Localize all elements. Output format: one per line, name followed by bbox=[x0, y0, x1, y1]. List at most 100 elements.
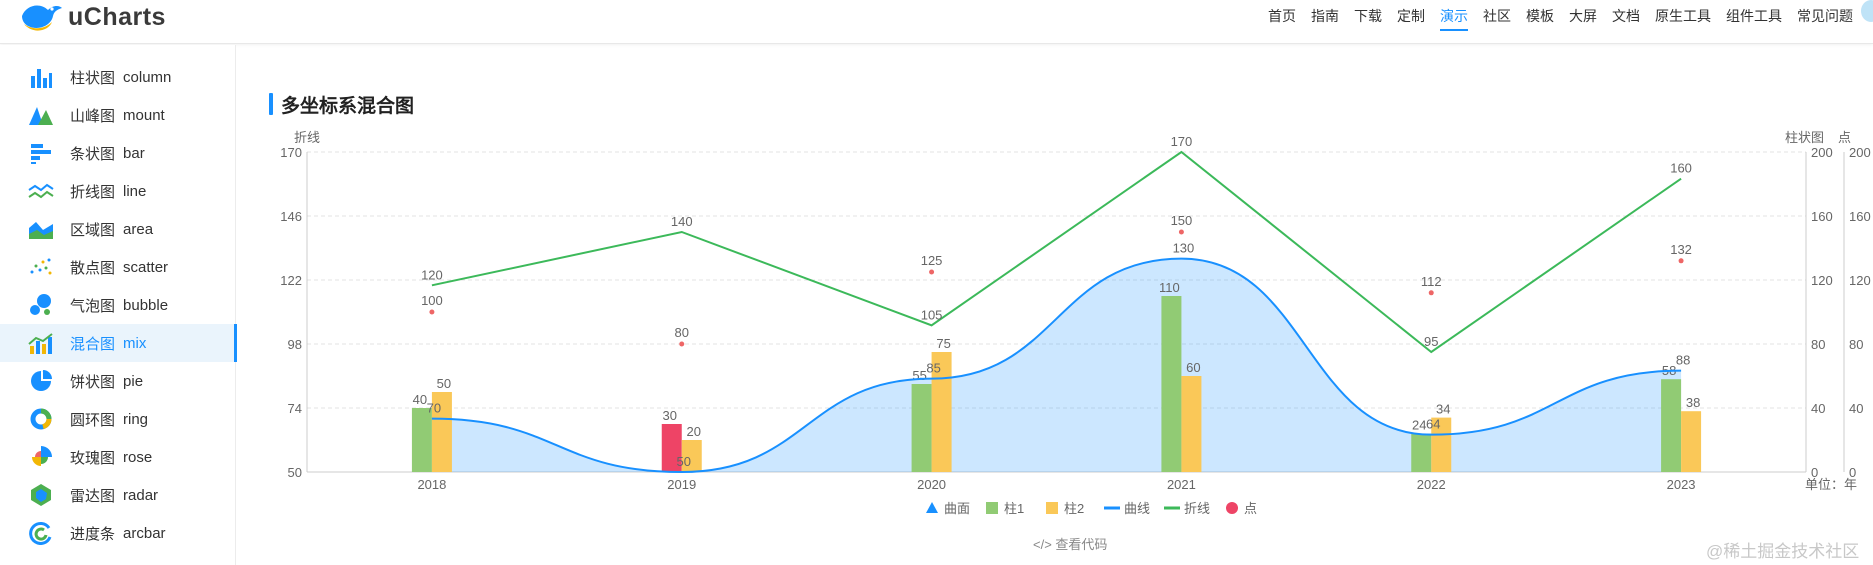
x-tick-label: 2018 bbox=[417, 477, 446, 492]
line-chart-icon bbox=[28, 178, 54, 204]
sidebar-item-label: 玫瑰图 bbox=[70, 449, 116, 467]
column2-bar bbox=[931, 352, 952, 472]
column2-bar bbox=[1181, 376, 1202, 472]
sidebar-item-area[interactable]: 区域图 area bbox=[0, 210, 236, 248]
nav-item-1[interactable]: 指南 bbox=[1311, 8, 1339, 24]
sidebar-item-radar[interactable]: 雷达图 radar bbox=[0, 476, 236, 514]
y-right1-tick-label: 80 bbox=[1811, 337, 1825, 352]
point-data-label: 112 bbox=[1421, 274, 1442, 289]
nav-item-9[interactable]: 原生工具 bbox=[1655, 8, 1711, 24]
sidebar-item-ring[interactable]: 圆环图 ring bbox=[0, 400, 236, 438]
y-right1-tick-label: 0 bbox=[1811, 465, 1818, 480]
legend-marker-square bbox=[1046, 502, 1058, 514]
app-name: uCharts bbox=[68, 2, 166, 31]
sidebar-item-sublabel: rose bbox=[123, 448, 153, 466]
column1-data-label: 110 bbox=[1159, 280, 1180, 295]
nav-item-11[interactable]: 常见问题 bbox=[1797, 8, 1853, 24]
curve-data-label: 88 bbox=[1676, 353, 1690, 368]
x-tick-label: 2022 bbox=[1417, 477, 1446, 492]
legend-marker-line bbox=[1164, 506, 1180, 510]
column1-data-label: 30 bbox=[663, 408, 677, 423]
y-left-tick-label: 50 bbox=[288, 465, 302, 480]
arcbar-chart-icon bbox=[28, 520, 54, 546]
column2-bar bbox=[1431, 417, 1452, 472]
column2-data-label: 50 bbox=[437, 376, 451, 391]
point-marker bbox=[1678, 258, 1684, 264]
nav-item-5[interactable]: 社区 bbox=[1483, 8, 1511, 24]
nav-item-8[interactable]: 文档 bbox=[1612, 8, 1640, 24]
point-data-label: 100 bbox=[421, 293, 443, 308]
column2-bar bbox=[431, 392, 452, 472]
logo[interactable]: uCharts bbox=[18, 0, 166, 34]
x-tick-label: 2020 bbox=[917, 477, 946, 492]
line-data-label: 95 bbox=[1424, 334, 1438, 349]
nav-item-6[interactable]: 模板 bbox=[1526, 8, 1554, 24]
legend-label: 点 bbox=[1244, 501, 1257, 516]
x-tick-label: 2019 bbox=[667, 477, 696, 492]
sidebar-item-mix[interactable]: 混合图 mix bbox=[0, 324, 237, 362]
y-right2-tick-label: 80 bbox=[1849, 337, 1863, 352]
column2-data-label: 38 bbox=[1686, 395, 1700, 410]
legend-label: 曲线 bbox=[1124, 501, 1150, 516]
sidebar-item-arcbar[interactable]: 进度条 arcbar bbox=[0, 514, 236, 552]
sidebar-item-column[interactable]: 柱状图 column bbox=[0, 58, 236, 96]
line-data-label: 105 bbox=[921, 307, 943, 322]
area-chart-icon bbox=[28, 216, 54, 242]
line-series-line bbox=[431, 150, 1682, 354]
y-right2-tick-label: 40 bbox=[1849, 401, 1863, 416]
sidebar-item-label: 混合图 bbox=[70, 335, 116, 353]
nav-item-4[interactable]: 演示 bbox=[1440, 6, 1468, 31]
legend-label: 折线 bbox=[1184, 501, 1210, 516]
column2-bar bbox=[681, 440, 702, 472]
sidebar-item-scatter[interactable]: 散点图 scatter bbox=[0, 248, 236, 286]
column1-data-label: 55 bbox=[912, 368, 926, 383]
sidebar-item-sublabel: ring bbox=[123, 410, 149, 428]
column1-bar bbox=[661, 424, 682, 472]
bird-logo-icon bbox=[22, 5, 62, 31]
sidebar-item-mount[interactable]: 山峰图 mount bbox=[0, 96, 236, 134]
sidebar-item-line[interactable]: 折线图 line bbox=[0, 172, 236, 210]
sidebar-item-label: 山峰图 bbox=[70, 107, 116, 125]
sidebar-item-sublabel: scatter bbox=[123, 258, 169, 276]
sidebar-item-bar[interactable]: 条状图 bar bbox=[0, 134, 236, 172]
sidebar-item-label: 柱状图 bbox=[70, 69, 116, 87]
sidebar-item-pie[interactable]: 饼状图 pie bbox=[0, 362, 236, 400]
sidebar: 柱状图 column 山峰图 mount 条状图 bar 折线图 line 区域图 area 散点图… bbox=[0, 45, 237, 565]
nav-item-10[interactable]: 组件工具 bbox=[1726, 8, 1782, 24]
watermark: @稀土掘金技术社区 bbox=[1706, 542, 1860, 561]
x-tick-label: 2021 bbox=[1167, 477, 1196, 492]
point-data-label: 150 bbox=[1171, 213, 1193, 228]
sidebar-item-label: 条状图 bbox=[70, 145, 116, 163]
sidebar-item-label: 折线图 bbox=[70, 183, 116, 201]
nav-item-3[interactable]: 定制 bbox=[1397, 8, 1425, 24]
bubble-chart-icon bbox=[28, 292, 54, 318]
view-code-link[interactable]: </> 查看代码 bbox=[1033, 537, 1108, 552]
sidebar-item-sublabel: bar bbox=[123, 144, 145, 162]
sidebar-item-sublabel: arcbar bbox=[123, 524, 166, 542]
point-marker bbox=[929, 269, 935, 275]
column2-bar bbox=[1681, 411, 1702, 472]
sidebar-item-sublabel: line bbox=[123, 182, 147, 200]
legend-marker-triangle bbox=[926, 502, 938, 513]
y-left-tick-label: 146 bbox=[280, 209, 302, 224]
curve-data-label: 85 bbox=[926, 361, 940, 376]
y-right2-tick-label: 160 bbox=[1849, 209, 1871, 224]
y-right1-tick-label: 40 bbox=[1811, 401, 1825, 416]
column1-bar bbox=[1411, 433, 1432, 472]
sidebar-item-label: 区域图 bbox=[70, 221, 116, 239]
line-data-label: 160 bbox=[1670, 161, 1692, 176]
sidebar-item-sublabel: bubble bbox=[123, 296, 169, 314]
column1-bar bbox=[911, 384, 932, 472]
avatar[interactable] bbox=[1861, 0, 1873, 22]
sidebar-item-bubble[interactable]: 气泡图 bubble bbox=[0, 286, 236, 324]
sidebar-item-rose[interactable]: 玫瑰图 rose bbox=[0, 438, 236, 476]
nav-item-7[interactable]: 大屏 bbox=[1569, 8, 1597, 24]
sidebar-item-sublabel: mix bbox=[123, 334, 147, 352]
nav-item-0[interactable]: 首页 bbox=[1268, 8, 1296, 24]
radar-chart-icon bbox=[28, 482, 54, 508]
line-data-label: 140 bbox=[671, 214, 693, 229]
nav-item-2[interactable]: 下载 bbox=[1354, 8, 1382, 24]
bar-chart-icon bbox=[28, 140, 54, 166]
y-right1-tick-label: 200 bbox=[1811, 145, 1833, 160]
